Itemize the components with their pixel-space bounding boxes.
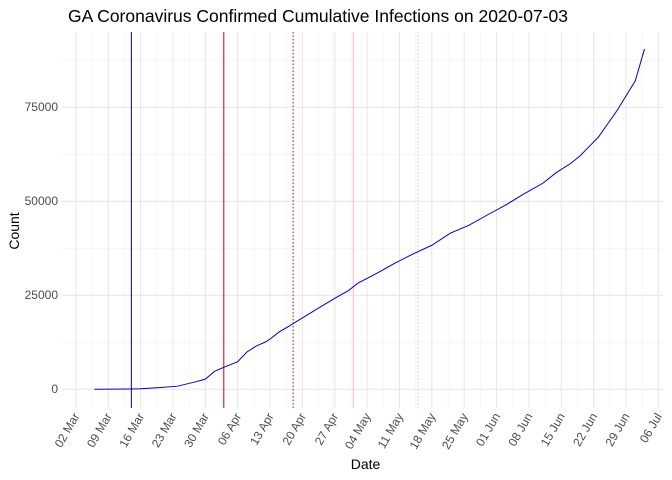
- minor-gridlines: [62, 32, 663, 408]
- x-tick-label: 30 Mar: [181, 411, 212, 450]
- series-layer: [94, 48, 645, 390]
- x-tick-label: 15 Jun: [538, 411, 568, 449]
- x-tick-label: 23 Mar: [149, 411, 180, 450]
- y-axis-title: Count: [6, 212, 22, 249]
- x-tick-label: 06 Jul: [637, 411, 665, 446]
- y-tick-label: 0: [51, 382, 58, 396]
- x-tick-label: 16 Mar: [116, 411, 147, 450]
- x-tick-label: 09 Mar: [84, 411, 115, 450]
- y-tick-label: 25000: [25, 288, 59, 302]
- x-tick-label: 11 May: [375, 411, 406, 451]
- x-tick-label: 25 May: [439, 411, 471, 452]
- x-tick-label: 29 Jun: [602, 411, 632, 449]
- y-tick-label: 50000: [25, 194, 59, 208]
- x-axis-title: Date: [351, 456, 381, 472]
- x-tick-label: 18 May: [407, 411, 439, 452]
- x-tick-label: 02 Mar: [52, 411, 83, 450]
- x-axis-ticks: 02 Mar 09 Mar 16 Mar 23 Mar 30 Mar 06 Apr 13 A…: [52, 411, 665, 452]
- x-tick-label: 13 Apr: [247, 411, 276, 448]
- y-axis-ticks: 0 25000 50000 75000: [25, 100, 59, 396]
- x-tick-label: 20 Apr: [280, 411, 309, 448]
- x-tick-label: 06 Apr: [215, 411, 244, 448]
- x-tick-label: 01 Jun: [473, 411, 503, 449]
- x-tick-label: 04 May: [342, 411, 374, 452]
- chart-title: GA Coronavirus Confirmed Cumulative Infe…: [68, 6, 568, 26]
- x-tick-label: 22 Jun: [570, 411, 600, 449]
- y-tick-label: 75000: [25, 100, 59, 114]
- reference-lines: [130, 32, 419, 408]
- x-tick-label: 27 Apr: [312, 411, 341, 448]
- major-gridlines: [62, 32, 663, 408]
- series-line: [94, 48, 645, 390]
- x-tick-label: 08 Jun: [505, 411, 535, 449]
